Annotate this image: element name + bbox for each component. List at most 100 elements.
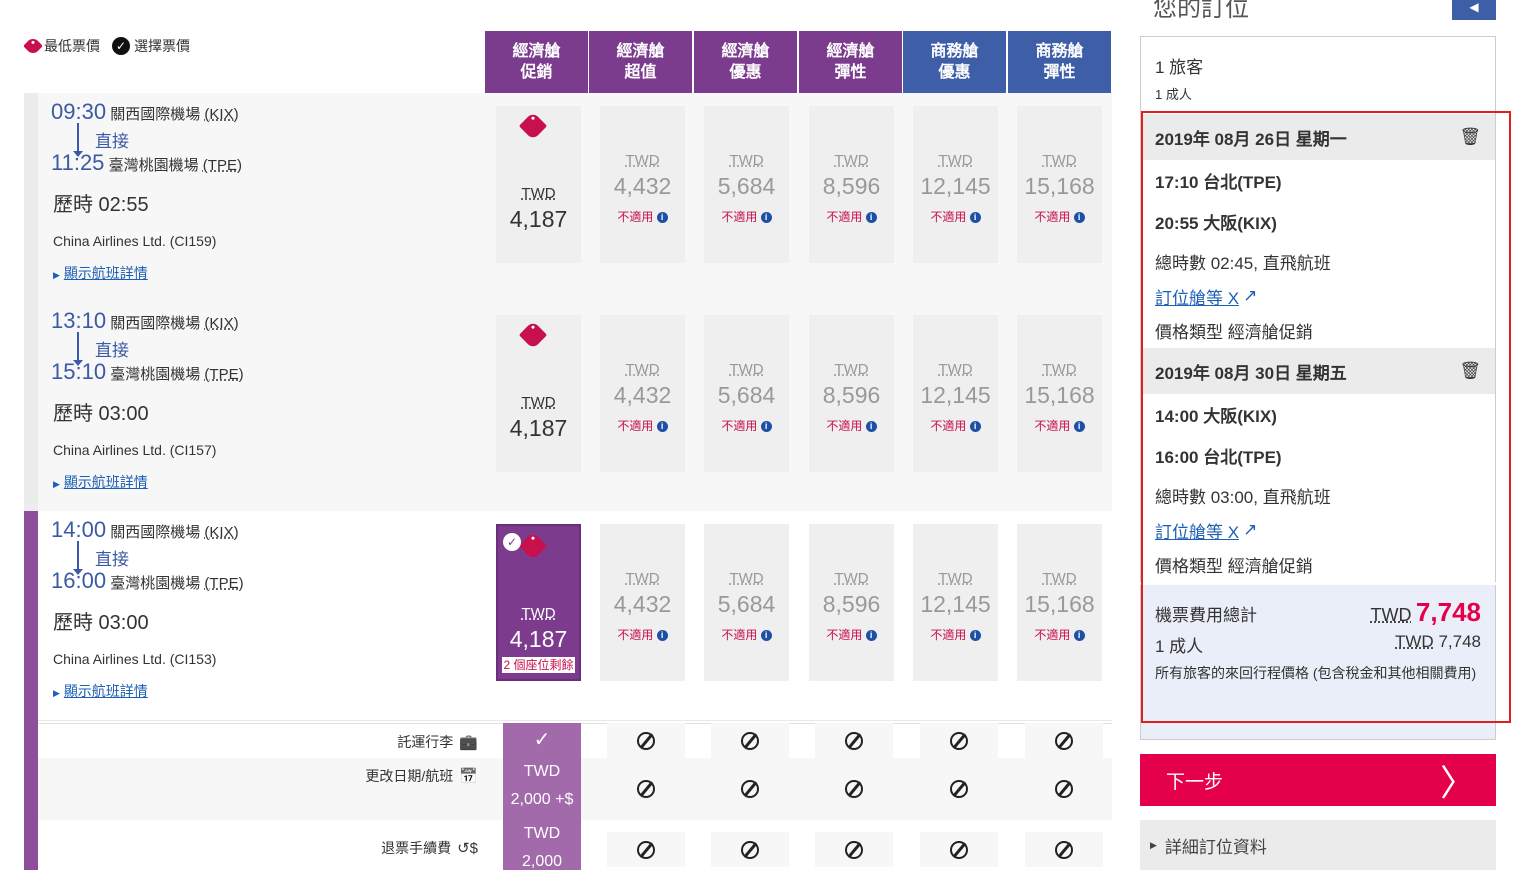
itinerary-leg: 2019年 08月 30日 星期五 🗑 14:00 大阪(KIX) 16:00 台…	[1141, 348, 1495, 582]
fare-amount: 4,432	[613, 173, 672, 199]
info-icon[interactable]: i	[760, 630, 772, 642]
seats-left: 2 個座位剩餘	[502, 657, 575, 673]
unavailable-label: 不適用	[617, 628, 654, 642]
passenger-box: 1 旅客 1 成人	[1140, 36, 1496, 116]
external-link-icon[interactable]: ↗	[1243, 520, 1258, 539]
adult-count: 1 成人	[1155, 87, 1192, 102]
fare-card[interactable]: TWD 4,187	[496, 106, 581, 263]
leg-arrival: 16:00 台北(TPE)	[1155, 448, 1282, 467]
fare-amount: 15,168	[1024, 382, 1095, 408]
info-icon[interactable]: i	[865, 421, 877, 433]
fare-column-header[interactable]: 經濟艙 超值	[589, 31, 692, 93]
fare-card[interactable]: TWD 12,145 不適用 i	[913, 524, 998, 681]
row-indicator	[24, 302, 38, 511]
legend-selected: 選擇票價	[134, 38, 190, 54]
info-icon[interactable]: i	[1073, 421, 1085, 433]
fare-column-header[interactable]: 經濟艙 彈性	[799, 31, 902, 93]
ancillary-label: 退票手續費	[381, 840, 452, 856]
fare-column-header[interactable]: 商務艙 優惠	[903, 31, 1006, 93]
info-icon[interactable]: i	[1073, 630, 1085, 642]
traveller-count: 1 旅客	[1155, 58, 1204, 77]
row-indicator	[24, 93, 38, 302]
fare-amount: 4,187	[509, 415, 568, 441]
fare-card[interactable]: TWD 5,684 不適用 i	[704, 315, 789, 472]
departure-code: (KIX)	[204, 524, 239, 541]
info-icon[interactable]: i	[865, 630, 877, 642]
booking-class-link[interactable]: 訂位艙等 X	[1155, 522, 1240, 542]
fare-card[interactable]: TWD 15,168 不適用 i	[1017, 315, 1102, 472]
highlight-box	[1141, 111, 1511, 723]
not-included	[1025, 758, 1103, 820]
fare-amount: 5,684	[717, 382, 776, 408]
info-icon[interactable]: i	[760, 212, 772, 224]
flight-details-link[interactable]: 顯示航班詳情	[63, 683, 148, 699]
fare-card[interactable]: TWD 4,432 不適用 i	[600, 106, 685, 263]
fare-currency: TWD	[1042, 570, 1077, 587]
fare-card[interactable]: TWD 12,145 不適用 i	[913, 106, 998, 263]
fare-card[interactable]: TWD 4,432 不適用 i	[600, 315, 685, 472]
not-included	[920, 758, 998, 820]
external-link-icon[interactable]: ↗	[1243, 286, 1258, 305]
departure-airport: 關西國際機場	[110, 315, 201, 332]
fare-amount: 5,684	[717, 591, 776, 617]
info-icon[interactable]: i	[760, 421, 772, 433]
fare-card[interactable]: TWD 12,145 不適用 i	[913, 315, 998, 472]
booking-class-link[interactable]: 訂位艙等 X	[1155, 288, 1240, 308]
fare-card[interactable]: TWD 15,168 不適用 i	[1017, 524, 1102, 681]
fare-card[interactable]: TWD 8,596 不適用 i	[809, 524, 894, 681]
flight-details-link[interactable]: 顯示航班詳情	[63, 474, 148, 490]
fare-currency: TWD	[1042, 152, 1077, 169]
info-icon[interactable]: i	[656, 421, 668, 433]
fare-card[interactable]: TWD 5,684 不適用 i	[704, 524, 789, 681]
fare-currency: TWD	[521, 185, 556, 202]
leg-arrival: 20:55 大阪(KIX)	[1155, 214, 1277, 233]
duration: 歷時 02:55	[53, 194, 149, 216]
fare-card[interactable]: TWD 15,168 不適用 i	[1017, 106, 1102, 263]
fare-column-header[interactable]: 商務艙 彈性	[1008, 31, 1111, 93]
fare-currency: TWD	[625, 570, 660, 587]
info-icon[interactable]: i	[865, 212, 877, 224]
not-included	[920, 723, 998, 758]
info-icon[interactable]: i	[1073, 212, 1085, 224]
leg-date: 2019年 08月 26日 星期一	[1155, 129, 1347, 149]
not-allowed-icon	[637, 780, 655, 798]
unavailable-label: 不適用	[1034, 628, 1071, 642]
lowest-fare-tag-icon	[518, 531, 547, 561]
caret-right-icon: ▶	[1150, 839, 1157, 850]
booking-title: 您的訂位	[1153, 0, 1249, 22]
not-allowed-icon	[950, 840, 968, 859]
fare-card[interactable]: TWD 8,596 不適用 i	[809, 315, 894, 472]
adult-amount: 7,748	[1438, 632, 1481, 651]
fare-card[interactable]: TWD 5,684 不適用 i	[704, 106, 789, 263]
departure-code: (KIX)	[204, 106, 239, 123]
not-included	[1025, 723, 1103, 758]
info-icon[interactable]: i	[969, 421, 981, 433]
fare-amount: 15,168	[1024, 173, 1095, 199]
trash-icon[interactable]: 🗑	[1459, 127, 1481, 146]
info-icon[interactable]: i	[656, 212, 668, 224]
fare-card[interactable]: TWD 4,432 不適用 i	[600, 524, 685, 681]
fare-amount: 12,145	[920, 173, 991, 199]
info-icon[interactable]: i	[969, 212, 981, 224]
flight-details-link[interactable]: 顯示航班詳情	[63, 265, 148, 281]
fare-column-header[interactable]: 經濟艙 優惠	[694, 31, 797, 93]
fare-card[interactable]: TWD 8,596 不適用 i	[809, 106, 894, 263]
duration: 歷時 03:00	[53, 403, 149, 425]
fare-currency: TWD	[834, 361, 869, 378]
fare-currency: TWD	[729, 570, 764, 587]
info-icon[interactable]: i	[656, 630, 668, 642]
fare-amount: 4,432	[613, 591, 672, 617]
arrival-code: (TPE)	[204, 366, 244, 383]
leg-fare-type: 價格類型 經濟艙促銷	[1155, 556, 1313, 576]
info-icon[interactable]: i	[969, 630, 981, 642]
fare-card[interactable]: TWD 4,187	[496, 315, 581, 472]
trash-icon[interactable]: 🗑	[1459, 361, 1481, 380]
booking-details-toggle[interactable]: ▶ 詳細訂位資料	[1140, 820, 1496, 870]
fare-card[interactable]: ✓ TWD 4,187 2 個座位剩餘	[496, 524, 581, 681]
direct-label: 直接	[95, 132, 129, 151]
next-button[interactable]: 下一步 〉	[1140, 754, 1496, 806]
collapse-button[interactable]: ◀	[1452, 0, 1496, 20]
unavailable-label: 不適用	[1034, 419, 1071, 433]
fare-amount: 5,684	[717, 173, 776, 199]
fare-column-header[interactable]: 經濟艙 促銷	[485, 31, 588, 93]
